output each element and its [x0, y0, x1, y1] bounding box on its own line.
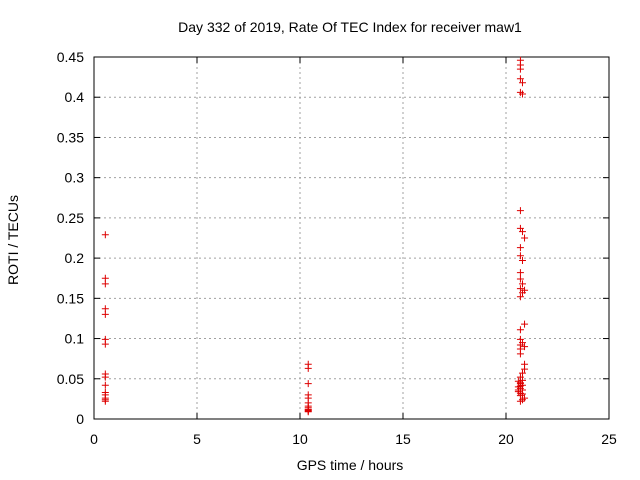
data-point — [516, 350, 524, 358]
data-point — [518, 79, 526, 87]
data-point — [521, 365, 529, 373]
y-tick-label: 0.4 — [65, 89, 85, 105]
y-tick-label: 0.35 — [57, 129, 84, 145]
data-point — [518, 280, 526, 288]
data-point — [514, 386, 522, 394]
data-point — [516, 293, 524, 301]
chart-title: Day 332 of 2019, Rate Of TEC Index for r… — [178, 19, 522, 35]
data-point — [516, 382, 524, 390]
data-point — [516, 75, 524, 83]
x-tick-label: 20 — [498, 431, 514, 447]
x-axis-label: GPS time / hours — [297, 457, 404, 473]
data-point — [516, 244, 524, 252]
y-tick-label: 0.1 — [65, 331, 85, 347]
x-tick-label: 15 — [395, 431, 411, 447]
data-point — [516, 252, 524, 260]
data-point — [101, 310, 109, 318]
x-tick-label: 0 — [90, 431, 98, 447]
x-tick-label: 10 — [292, 431, 308, 447]
data-point — [101, 381, 109, 389]
data-point — [304, 364, 312, 372]
data-point — [516, 65, 524, 73]
y-tick-label: 0.25 — [57, 210, 84, 226]
data-point — [518, 289, 526, 297]
y-tick-label: 0.2 — [65, 250, 85, 266]
data-point — [518, 228, 526, 236]
data-point — [101, 231, 109, 239]
data-point — [516, 285, 524, 293]
data-point — [101, 373, 109, 381]
data-point — [516, 326, 524, 334]
y-tick-label: 0.45 — [57, 49, 84, 65]
data-point — [516, 207, 524, 215]
data-point — [518, 369, 526, 377]
data-point — [101, 280, 109, 288]
data-point — [101, 340, 109, 348]
axis-ticks: 0 5 10 15 20 25 0 0.05 0.1 0.15 0.2 0.25 0.3 0.35 0.4 0… — [57, 49, 617, 447]
data-point — [516, 275, 524, 283]
y-tick-label: 0.15 — [57, 290, 84, 306]
data-point — [521, 343, 529, 351]
data-point — [304, 380, 312, 388]
data-point — [101, 397, 109, 405]
grid-lines — [94, 57, 609, 419]
y-axis-label: ROTI / TECUs — [5, 195, 21, 285]
y-tick-label: 0.3 — [65, 170, 85, 186]
data-point — [516, 269, 524, 277]
x-tick-label: 25 — [601, 431, 617, 447]
data-point — [518, 376, 526, 384]
data-point — [304, 408, 312, 416]
x-tick-label: 5 — [193, 431, 201, 447]
data-point — [521, 234, 529, 242]
y-tick-label: 0 — [76, 411, 84, 427]
data-point — [518, 257, 526, 265]
y-tick-label: 0.05 — [57, 371, 84, 387]
data-point — [521, 320, 529, 328]
plot-frame — [93, 56, 610, 420]
data-point — [516, 397, 524, 405]
data-points — [101, 56, 529, 416]
data-point — [518, 90, 526, 98]
